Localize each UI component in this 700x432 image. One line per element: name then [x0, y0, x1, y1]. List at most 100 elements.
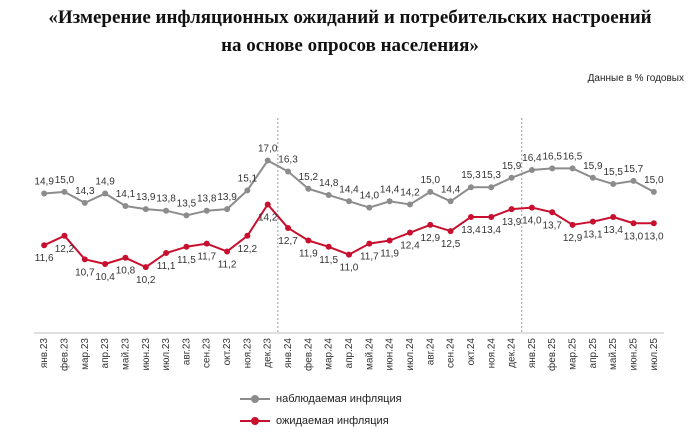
data-label: 15,3	[482, 170, 502, 181]
x-tick-label: июн.24	[385, 338, 396, 371]
x-tick-label: окт.23	[222, 338, 233, 366]
legend-item-observed: наблюдаемая инфляция	[240, 388, 402, 410]
data-point	[366, 240, 373, 247]
data-label: 16,5	[542, 151, 562, 162]
x-tick-label: фев.25	[546, 338, 558, 371]
data-label: 12,4	[400, 241, 420, 252]
data-point	[163, 207, 170, 214]
data-label: 15,0	[421, 175, 441, 186]
x-tick-label: фев.24	[302, 338, 314, 371]
data-label: 16,4	[522, 153, 542, 164]
x-tick-label: июл.24	[405, 338, 416, 371]
data-label: 15,7	[624, 164, 644, 175]
data-label: 13,5	[177, 198, 197, 209]
x-tick-label: апр.23	[100, 338, 111, 369]
data-point	[122, 203, 129, 210]
data-label: 10,7	[75, 267, 95, 278]
data-label: 14,4	[380, 184, 400, 195]
data-label: 11,5	[177, 255, 196, 266]
x-tick-label: сен.23	[202, 338, 213, 368]
data-point	[589, 218, 596, 225]
data-point	[447, 228, 454, 235]
data-label: 14,2	[258, 212, 278, 223]
x-tick-label: апр.25	[588, 338, 599, 369]
data-label: 14,1	[116, 189, 136, 200]
data-point	[650, 220, 657, 227]
data-label: 17,0	[258, 144, 278, 155]
data-label: 15,0	[644, 175, 664, 186]
data-point	[569, 221, 576, 228]
data-point	[406, 201, 413, 208]
data-point	[589, 174, 596, 181]
data-label: 14,9	[34, 176, 54, 187]
legend-swatch-observed	[240, 393, 270, 405]
data-label: 13,1	[583, 230, 603, 241]
data-label: 15,5	[603, 167, 623, 178]
data-point	[488, 184, 495, 191]
data-point	[102, 190, 109, 197]
data-point	[61, 188, 68, 195]
x-tick-label: июл.25	[649, 338, 660, 371]
x-tick-label: июл.23	[161, 338, 172, 371]
data-label: 11,0	[340, 263, 359, 274]
data-label: 14,2	[400, 187, 420, 198]
data-label: 13,9	[502, 217, 522, 228]
x-tick-label: май.25	[608, 338, 619, 370]
data-point	[102, 261, 109, 268]
data-label: 12,7	[278, 236, 298, 247]
data-point	[183, 212, 190, 219]
data-label: 13,4	[603, 225, 623, 236]
data-point	[81, 199, 88, 206]
data-label: 11,7	[197, 252, 216, 263]
legend: наблюдаемая инфляция ожидаемая инфляция	[240, 388, 402, 432]
data-label: 14,0	[522, 216, 542, 227]
data-point	[549, 209, 556, 216]
data-point	[610, 181, 617, 188]
data-label: 14,4	[441, 184, 461, 195]
data-label: 12,9	[421, 233, 441, 244]
data-point	[488, 213, 495, 220]
data-point	[650, 188, 657, 195]
x-tick-label: янв.24	[283, 338, 294, 369]
data-label: 11,9	[380, 249, 399, 260]
data-label: 14,0	[360, 191, 380, 202]
data-label: 16,3	[278, 155, 298, 166]
data-point	[427, 188, 434, 195]
data-label: 13,9	[217, 192, 237, 203]
data-label: 13,0	[624, 231, 644, 242]
x-tick-label: ноя.24	[486, 338, 497, 369]
data-point	[508, 174, 515, 181]
x-tick-label: авг.23	[181, 338, 192, 366]
data-label: 11,7	[360, 252, 379, 263]
legend-item-expected: ожидаемая инфляция	[240, 410, 402, 432]
x-tick-label: июн.25	[629, 338, 640, 371]
data-label: 13,9	[136, 192, 156, 203]
x-tick-label: дек.23	[263, 338, 274, 368]
data-point	[508, 206, 515, 213]
x-tick-label: авг.24	[425, 338, 436, 366]
data-point	[305, 185, 312, 192]
data-point	[386, 237, 393, 244]
data-point	[285, 168, 292, 175]
legend-label-observed: наблюдаемая инфляция	[276, 393, 402, 405]
data-label: 14,3	[75, 186, 95, 197]
x-tick-label: май.24	[364, 338, 375, 370]
data-point	[41, 190, 48, 197]
data-label: 11,6	[35, 253, 54, 264]
data-point	[406, 229, 413, 236]
x-tick-label: янв.23	[39, 338, 50, 369]
data-point	[325, 192, 332, 199]
data-label: 14,8	[319, 178, 339, 189]
data-point	[203, 207, 210, 214]
title-line-2: на основе опросов населения»	[221, 35, 479, 56]
data-label: 12,2	[238, 244, 258, 255]
data-label: 13,8	[156, 194, 176, 205]
data-label: 12,5	[441, 239, 461, 250]
x-tick-label: мар.24	[324, 338, 335, 370]
data-point	[366, 204, 373, 211]
x-tick-label: дек.24	[507, 338, 518, 368]
data-label: 16,5	[563, 151, 583, 162]
data-point	[203, 240, 210, 247]
data-point	[630, 177, 637, 184]
chart-title: «Измерение инфляционных ожиданий и потре…	[0, 4, 700, 60]
